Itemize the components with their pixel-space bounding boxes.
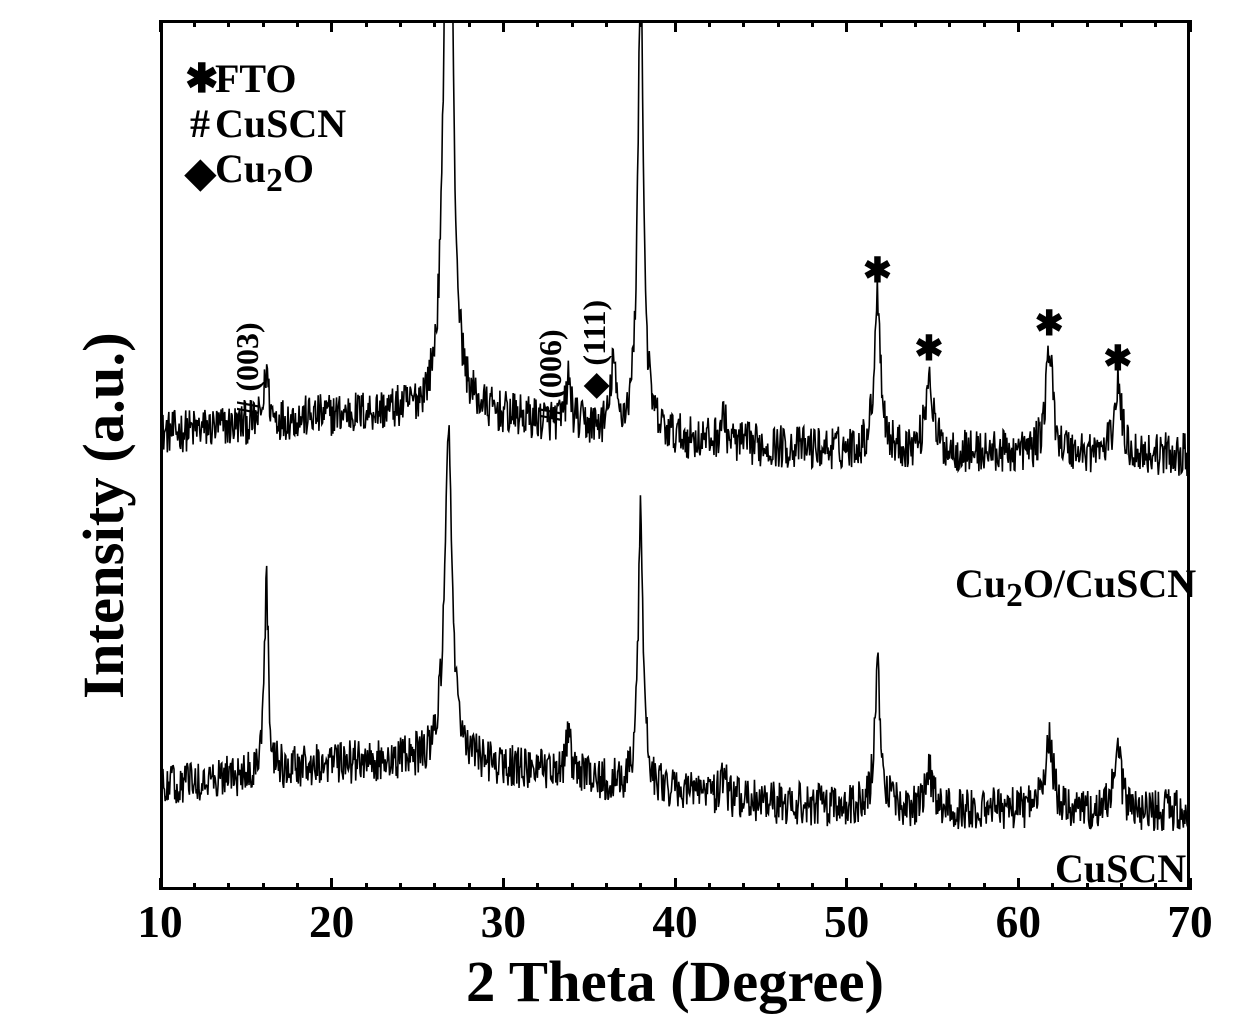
x-minor-tick (983, 20, 986, 27)
peak-symbol: ✱ (863, 251, 892, 291)
x-major-tick (330, 878, 333, 890)
legend-label: Cu2O (215, 145, 314, 200)
peak-symbol: ✱ (915, 329, 944, 369)
x-major-tick (674, 878, 677, 890)
x-tick-label: 50 (824, 896, 869, 948)
x-major-tick (330, 20, 333, 32)
x-major-tick (1017, 878, 1020, 890)
x-minor-tick (468, 883, 471, 890)
legend-symbol: ✱ (185, 55, 215, 102)
x-minor-tick (296, 883, 299, 890)
legend: ✱ FTO# CuSCN◆ Cu2O (185, 55, 346, 198)
y-axis-label: Intensity (a.u.) (70, 332, 137, 699)
x-minor-tick (1154, 20, 1157, 27)
x-minor-tick (742, 883, 745, 890)
x-minor-tick (742, 20, 745, 27)
legend-item: # CuSCN (185, 100, 346, 147)
x-minor-tick (296, 20, 299, 27)
x-major-tick (159, 20, 162, 32)
x-tick-label: 10 (137, 896, 182, 948)
x-minor-tick (227, 883, 230, 890)
peak-symbol: ✱ (1103, 339, 1132, 379)
x-minor-tick (1086, 20, 1089, 27)
x-major-tick (845, 20, 848, 32)
legend-item: ◆ Cu2O (185, 145, 346, 200)
x-minor-tick (880, 20, 883, 27)
x-minor-tick (1051, 883, 1054, 890)
peak-symbol: ✱ (1035, 304, 1064, 344)
x-minor-tick (605, 883, 608, 890)
x-minor-tick (536, 883, 539, 890)
x-minor-tick (914, 20, 917, 27)
legend-symbol: ◆ (185, 149, 215, 196)
x-tick-label: 70 (1167, 896, 1212, 948)
x-major-tick (502, 20, 505, 32)
legend-label: FTO (215, 55, 297, 102)
x-minor-tick (193, 20, 196, 27)
x-tick-label: 20 (309, 896, 354, 948)
x-minor-tick (365, 883, 368, 890)
x-major-tick (1017, 20, 1020, 32)
x-minor-tick (262, 883, 265, 890)
x-minor-tick (571, 883, 574, 890)
x-minor-tick (880, 883, 883, 890)
x-tick-label: 40 (652, 896, 697, 948)
x-minor-tick (708, 20, 711, 27)
x-minor-tick (639, 883, 642, 890)
x-minor-tick (639, 20, 642, 27)
x-minor-tick (536, 20, 539, 27)
peak-label: # (006) (532, 329, 569, 422)
legend-symbol: # (185, 100, 215, 147)
x-minor-tick (811, 883, 814, 890)
x-minor-tick (1120, 20, 1123, 27)
x-minor-tick (365, 20, 368, 27)
x-minor-tick (399, 20, 402, 27)
x-minor-tick (262, 20, 265, 27)
x-minor-tick (433, 883, 436, 890)
x-minor-tick (605, 20, 608, 27)
x-minor-tick (708, 883, 711, 890)
x-major-tick (1189, 878, 1192, 890)
series-label: CuSCN (1055, 845, 1186, 892)
x-minor-tick (777, 20, 780, 27)
x-major-tick (845, 878, 848, 890)
x-minor-tick (983, 883, 986, 890)
x-minor-tick (468, 20, 471, 27)
x-major-tick (1189, 20, 1192, 32)
series-label: Cu2O/CuSCN (955, 560, 1196, 615)
x-major-tick (159, 878, 162, 890)
legend-item: ✱ FTO (185, 55, 346, 102)
x-minor-tick (777, 883, 780, 890)
figure-container: Intensity (a.u.) 2 Theta (Degree) ✱ FTO#… (0, 0, 1240, 1029)
peak-label: ◆ (111) (575, 300, 613, 398)
x-tick-label: 30 (481, 896, 526, 948)
x-minor-tick (811, 20, 814, 27)
x-minor-tick (948, 20, 951, 27)
x-axis-label: 2 Theta (Degree) (160, 948, 1190, 1015)
x-minor-tick (914, 883, 917, 890)
x-minor-tick (571, 20, 574, 27)
legend-label: CuSCN (215, 100, 346, 147)
x-minor-tick (227, 20, 230, 27)
x-major-tick (502, 878, 505, 890)
x-minor-tick (948, 883, 951, 890)
peak-label: # (003) (229, 322, 266, 415)
x-minor-tick (399, 883, 402, 890)
x-major-tick (674, 20, 677, 32)
x-tick-label: 60 (996, 896, 1041, 948)
x-minor-tick (1051, 20, 1054, 27)
x-minor-tick (193, 883, 196, 890)
x-minor-tick (433, 20, 436, 27)
